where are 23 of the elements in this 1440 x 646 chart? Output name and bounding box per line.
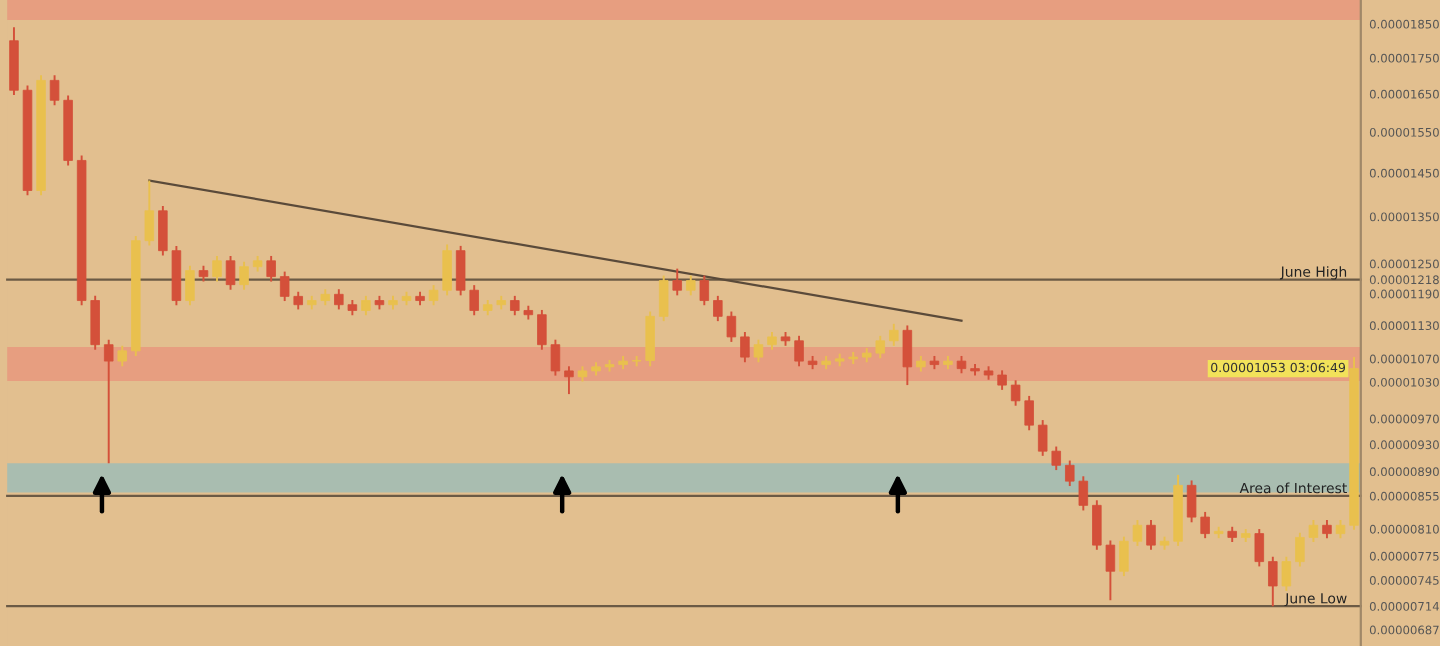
candlestick <box>185 264 195 307</box>
candlestick <box>740 331 750 364</box>
candlestick <box>658 274 669 323</box>
candlestick <box>225 254 236 291</box>
candlestick <box>1322 519 1332 540</box>
candlestick <box>266 254 276 283</box>
candlestick <box>1268 555 1278 608</box>
candlestick <box>672 267 682 297</box>
candlestick <box>1335 519 1346 540</box>
candlestick <box>212 254 222 283</box>
candlestick <box>1281 555 1292 592</box>
candlestick <box>1146 519 1156 551</box>
candlestick <box>361 294 371 317</box>
candlestick <box>699 274 710 307</box>
candlestick <box>753 338 764 364</box>
candlestick <box>902 324 913 387</box>
candlestick <box>686 274 696 297</box>
candlestick <box>889 322 899 347</box>
candlestick <box>239 260 249 291</box>
candlestick <box>103 338 114 465</box>
candlestick <box>1254 528 1265 568</box>
candlestick <box>117 344 128 368</box>
candlestick <box>564 365 574 396</box>
